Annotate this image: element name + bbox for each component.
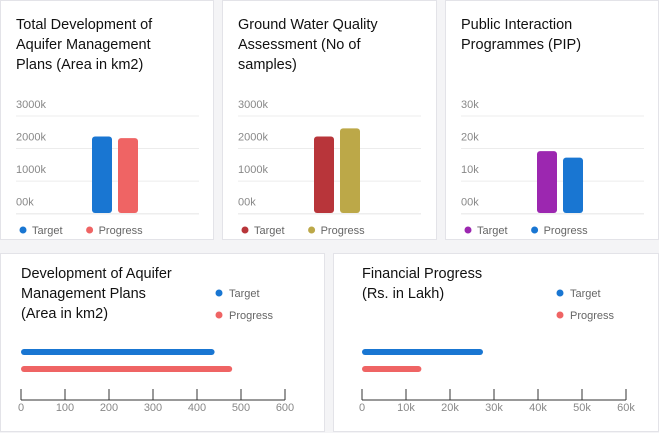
- legend-label: Progress: [570, 310, 615, 322]
- y-tick-label: 10k: [461, 164, 479, 176]
- legend-marker: [464, 226, 472, 234]
- bar: [314, 136, 334, 213]
- y-tick-label: 1000k: [16, 164, 46, 176]
- y-tick-label: 20k: [461, 132, 479, 144]
- legend-label: Progress: [321, 225, 366, 237]
- bar: [21, 366, 233, 372]
- legend-label: Target: [570, 288, 601, 300]
- bar: [21, 349, 215, 355]
- horizontal-bar-chart: 0 100 200 300 400 500 600 Target Progress: [18, 288, 294, 414]
- chart-card-pip: Public Interaction Programmes (PIP) 00k 1…: [445, 0, 659, 240]
- x-tick-label: 20k: [441, 402, 459, 414]
- x-tick-label: 500: [232, 402, 250, 414]
- y-tick-label: 00k: [461, 197, 479, 209]
- bar-chart: 00k 1000k 2000k 3000k Target Progress: [238, 99, 421, 237]
- x-tick-label: 40k: [529, 402, 547, 414]
- x-tick-label: 400: [188, 402, 206, 414]
- y-tick-label: 1000k: [238, 164, 268, 176]
- x-tick-label: 600: [276, 402, 294, 414]
- x-tick-label: 300: [144, 402, 162, 414]
- x-tick-label: 100: [56, 402, 74, 414]
- chart-card-aquifer-total: Total Development of Aquifer Management …: [0, 0, 214, 240]
- y-tick-label: 2000k: [16, 132, 46, 144]
- x-tick-label: 0: [18, 402, 24, 414]
- y-tick-label: 00k: [16, 197, 34, 209]
- horizontal-bar-chart: 0 10k 20k 30k 40k 50k 60k Target Progress: [359, 288, 635, 414]
- x-tick-label: 0: [359, 402, 365, 414]
- legend-label: Target: [254, 225, 285, 237]
- chart-title: Total Development of Aquifer Management …: [16, 17, 153, 73]
- legend-label: Progress: [544, 225, 589, 237]
- legend-label: Progress: [229, 310, 274, 322]
- chart-title: Ground Water Quality Assessment (No of s…: [238, 17, 378, 73]
- y-tick-label: 00k: [238, 197, 256, 209]
- bar: [118, 138, 138, 213]
- legend-marker: [556, 289, 564, 297]
- bar: [92, 136, 112, 213]
- legend-label: Progress: [99, 225, 144, 237]
- chart-card-aquifer-horizontal: Development of Aquifer Management Plans …: [0, 253, 325, 432]
- x-tick-label: 60k: [617, 402, 635, 414]
- legend-marker: [19, 226, 27, 234]
- bar-chart: 00k 10k 20k 30k Target Progress: [461, 99, 644, 237]
- chart-title: Financial Progress (Rs. in Lakh): [362, 266, 483, 302]
- legend-marker: [86, 226, 94, 234]
- bar: [537, 151, 557, 213]
- chart-title: Public Interaction Programmes (PIP): [461, 17, 582, 53]
- y-tick-label: 30k: [461, 99, 479, 111]
- y-tick-label: 2000k: [238, 132, 268, 144]
- bar: [362, 349, 483, 355]
- bar: [362, 366, 422, 372]
- legend-marker: [215, 311, 223, 319]
- x-tick-label: 200: [100, 402, 118, 414]
- legend-label: Target: [229, 288, 260, 300]
- bar: [340, 128, 360, 213]
- legend-marker: [308, 226, 316, 234]
- legend-marker: [215, 289, 223, 297]
- legend-marker: [241, 226, 249, 234]
- chart-title: Development of Aquifer Management Plans …: [21, 266, 172, 322]
- bar: [563, 157, 583, 213]
- chart-card-financial-progress: Financial Progress (Rs. in Lakh) 0 10k 20k…: [333, 253, 659, 432]
- x-tick-label: 30k: [485, 402, 503, 414]
- legend-marker: [556, 311, 564, 319]
- chart-card-water-quality: Ground Water Quality Assessment (No of s…: [222, 0, 437, 240]
- x-tick-label: 10k: [397, 402, 415, 414]
- legend-label: Target: [32, 225, 63, 237]
- y-tick-label: 3000k: [16, 99, 46, 111]
- x-tick-label: 50k: [573, 402, 591, 414]
- y-tick-label: 3000k: [238, 99, 268, 111]
- bar-chart: 00k 1000k 2000k 3000k Target Progress: [16, 99, 199, 237]
- legend-marker: [531, 226, 539, 234]
- legend-label: Target: [477, 225, 508, 237]
